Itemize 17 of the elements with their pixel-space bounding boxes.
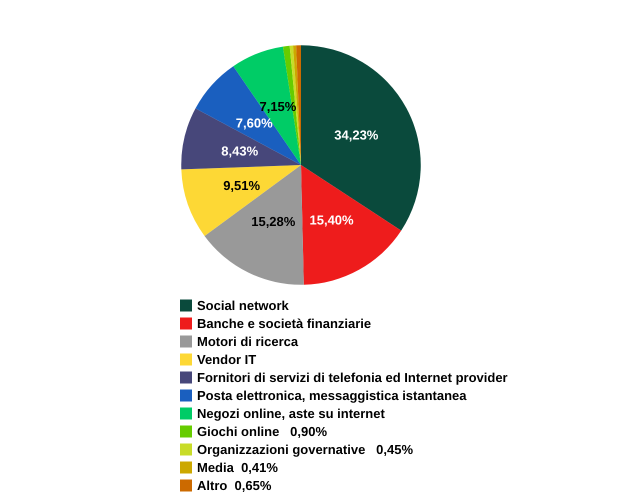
legend-label: Posta elettronica, messaggistica istantanea [197,388,468,403]
legend-label: Banche e società finanziarie [197,316,372,331]
data-label: 15,40% [310,212,354,228]
data-label: 7,60% [236,116,274,130]
data-label: 34,23% [334,128,379,143]
data-label: 9,51% [223,178,260,194]
legend-label: Media 0,41% [197,460,278,475]
legend-label: Altro 0,65% [197,478,272,493]
legend-label: Vendor IT [197,352,256,367]
legend-label: Social network [197,298,290,313]
data-label: 8,43% [221,143,259,158]
data-label: 15,28% [251,214,296,229]
legend-label: Giochi online 0,90% [197,424,328,439]
legend-label: Negozi online, aste su internet [197,406,386,421]
legend-label: Fornitori di servizi di telefonia ed Internet provider [197,370,508,385]
legend-label: Motori di ricerca [197,334,299,349]
legend-label: Organizzazioni governative 0,45% [197,442,414,457]
